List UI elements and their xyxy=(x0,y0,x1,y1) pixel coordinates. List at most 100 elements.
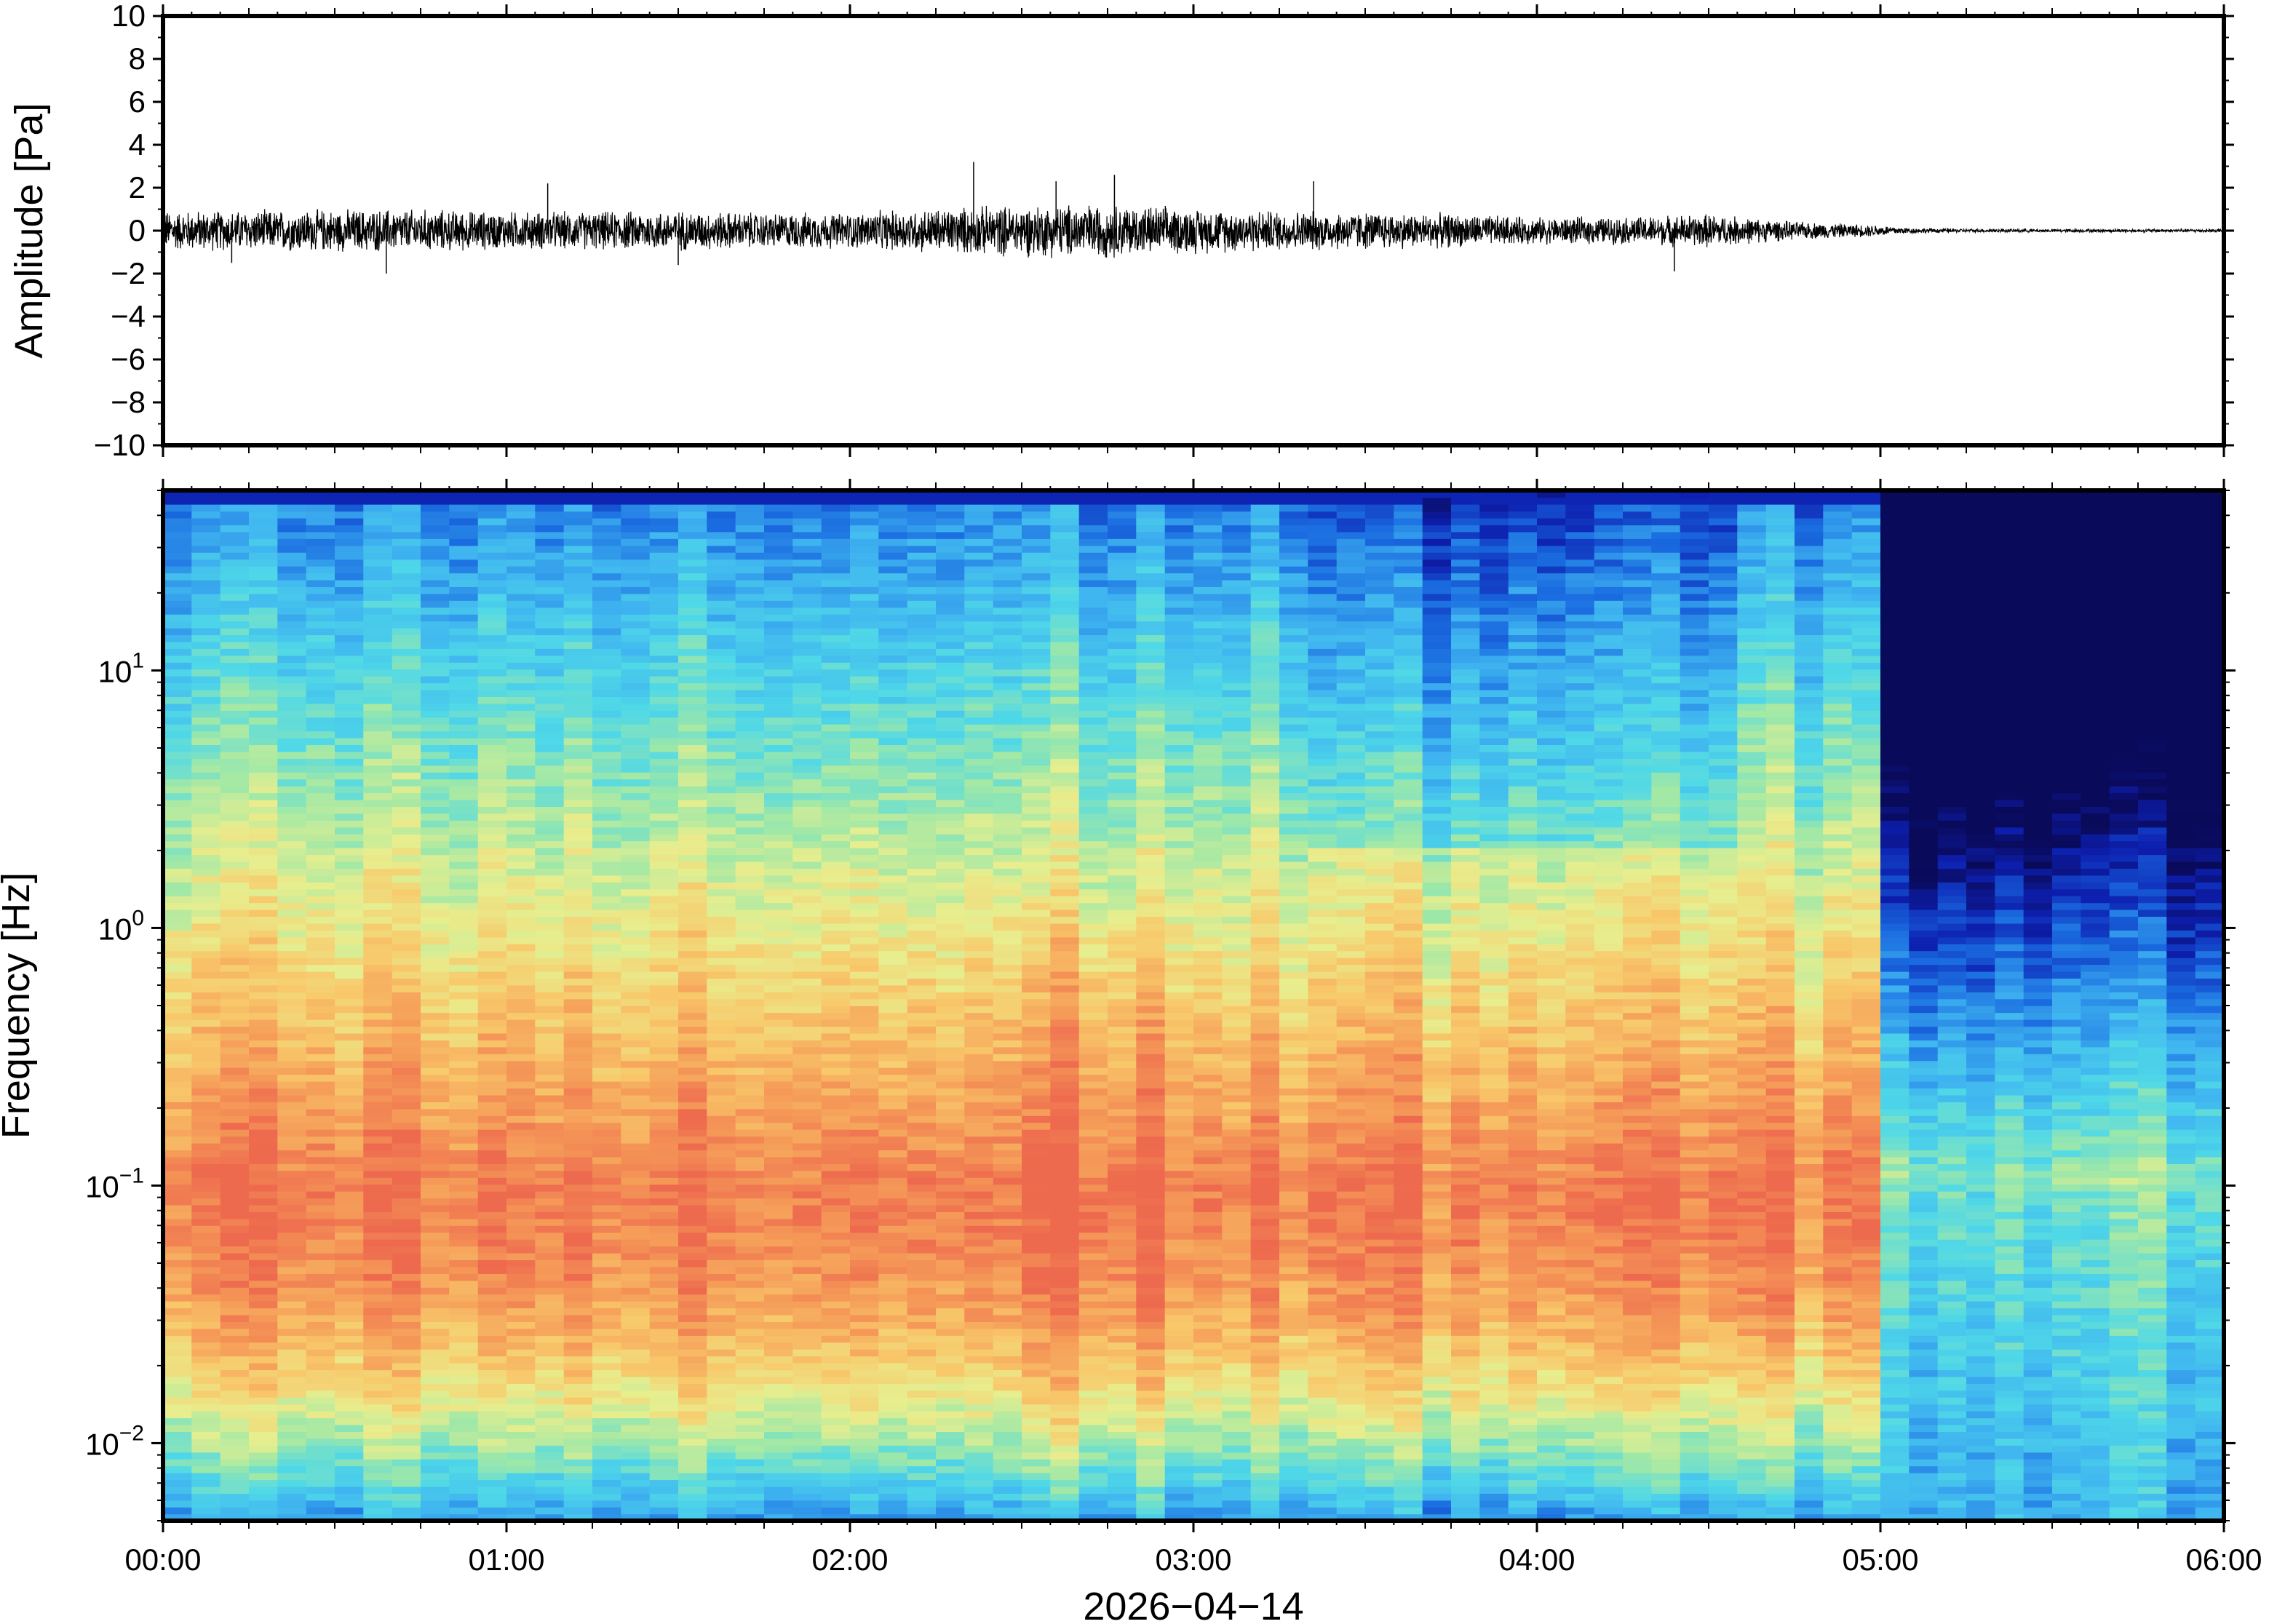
spectrogram-cell xyxy=(964,930,994,938)
spectrogram-cell xyxy=(850,1026,880,1034)
spectrogram-cell xyxy=(821,813,851,821)
spectrogram-cell xyxy=(592,1465,622,1473)
spectrogram-cell xyxy=(1050,1232,1080,1240)
spectrogram-cell xyxy=(392,1218,421,1226)
spectrogram-cell xyxy=(1022,847,1052,856)
spectrogram-cell xyxy=(678,1383,708,1391)
spectrogram-cell xyxy=(421,1459,450,1467)
spectrogram-cell xyxy=(277,552,307,560)
spectrogram-cell xyxy=(163,1452,193,1460)
spectrogram-cell xyxy=(163,1211,193,1219)
spectrogram-cell xyxy=(735,792,765,800)
spectrogram-cell xyxy=(678,689,708,697)
spectrogram-cell xyxy=(792,875,822,883)
spectrogram-cell xyxy=(735,497,765,505)
spectrogram-cell xyxy=(163,1204,193,1212)
spectrogram-cell xyxy=(477,1486,507,1494)
spectrogram-cell xyxy=(735,744,765,752)
spectrogram-cell xyxy=(850,1067,880,1075)
spectrogram-cell xyxy=(993,1300,1022,1309)
spectrogram-cell xyxy=(592,1259,622,1267)
spectrogram-cell xyxy=(1022,497,1052,505)
spectrogram-cell xyxy=(392,1163,421,1171)
spectrogram-cell xyxy=(649,834,679,842)
spectrogram-cell xyxy=(1022,600,1052,608)
spectrogram-cell xyxy=(878,1184,908,1192)
spectrogram-cell xyxy=(477,1356,507,1364)
spectrogram-cell xyxy=(764,1232,794,1240)
spectrogram-cell xyxy=(477,655,507,663)
spectrogram-cell xyxy=(506,703,536,711)
spectrogram-cell xyxy=(1050,1411,1080,1419)
spectrogram-cell xyxy=(563,525,593,533)
spectrogram-cell xyxy=(1050,689,1080,697)
spectrogram-cell xyxy=(220,1225,250,1233)
spectrogram-cell xyxy=(306,1459,335,1467)
spectrogram-cell xyxy=(592,538,622,546)
spectrogram-cell xyxy=(191,813,221,821)
spectrogram-cell xyxy=(449,1493,479,1501)
spectrogram-cell xyxy=(277,909,307,917)
spectrogram-cell xyxy=(735,1108,765,1116)
spectrogram-cell xyxy=(621,1074,651,1082)
spectrogram-cell xyxy=(592,1404,622,1412)
spectrogram-cell xyxy=(535,799,565,807)
spectrogram-cell xyxy=(163,1080,193,1088)
spectrogram-cell xyxy=(1022,1273,1052,1281)
spectrogram-cell xyxy=(907,573,937,581)
spectrogram-cell xyxy=(249,1493,279,1501)
spectrogram-cell xyxy=(850,1102,880,1110)
spectrogram-cell xyxy=(220,1445,250,1453)
spectrogram-cell xyxy=(936,511,966,519)
spectrogram-cell xyxy=(392,875,421,883)
spectrogram-cell xyxy=(592,1115,622,1123)
spectrogram-cell xyxy=(707,1362,736,1371)
spectrogram-cell xyxy=(592,710,622,718)
spectrogram-cell xyxy=(392,1307,421,1315)
spectrogram-cell xyxy=(964,950,994,958)
spectrogram-cell xyxy=(907,944,937,952)
spectrogram-cell xyxy=(563,1067,593,1075)
spectrogram-cell xyxy=(449,1046,479,1054)
spectrogram-cell xyxy=(993,875,1022,883)
spectrogram-cell xyxy=(506,1170,536,1178)
spectrogram-cell xyxy=(964,992,994,1000)
spectrogram-cell xyxy=(335,1170,365,1178)
spectrogram-cell xyxy=(249,531,279,539)
spectrogram-cell xyxy=(477,1060,507,1068)
spectrogram-cell xyxy=(535,1239,565,1247)
spectrogram-cell xyxy=(764,1513,794,1521)
spectrogram-cell xyxy=(649,1198,679,1206)
spectrogram-cell xyxy=(249,1080,279,1088)
spectrogram-cell xyxy=(249,724,279,732)
spectrogram-cell xyxy=(163,1376,193,1384)
spectrogram-cell xyxy=(707,1369,736,1377)
spectrogram-cell xyxy=(764,1094,794,1102)
spectrogram-cell xyxy=(335,573,365,581)
spectrogram-cell xyxy=(220,1424,250,1432)
spectrogram-cell xyxy=(878,1211,908,1219)
spectrogram-cell xyxy=(277,1122,307,1130)
spectrogram-cell xyxy=(563,930,593,938)
spectrogram-cell xyxy=(821,1006,851,1014)
spectrogram-cell xyxy=(764,799,794,807)
spectrogram-cell xyxy=(936,689,966,697)
spectrogram-cell xyxy=(191,703,221,711)
spectrogram-cell xyxy=(964,1239,994,1247)
spectrogram-cell xyxy=(621,1006,651,1014)
spectrogram-cell xyxy=(1022,1314,1052,1322)
spectrogram-cell xyxy=(792,950,822,958)
spectrogram-cell xyxy=(220,634,250,642)
spectrogram-cell xyxy=(163,1404,193,1412)
spectrogram-cell xyxy=(993,696,1022,704)
spectrogram-cell xyxy=(163,579,193,587)
spectrogram-cell xyxy=(563,992,593,1000)
spectrogram-cell xyxy=(1022,1108,1052,1116)
spectrogram-cell xyxy=(1050,779,1080,787)
spectrogram-cell xyxy=(535,1486,565,1494)
spectrogram-cell xyxy=(535,1026,565,1034)
spectrogram-cell xyxy=(936,902,966,910)
spectrogram-cell xyxy=(335,1500,365,1508)
spectrogram-cell xyxy=(506,984,536,992)
spectrogram-cell xyxy=(936,923,966,931)
